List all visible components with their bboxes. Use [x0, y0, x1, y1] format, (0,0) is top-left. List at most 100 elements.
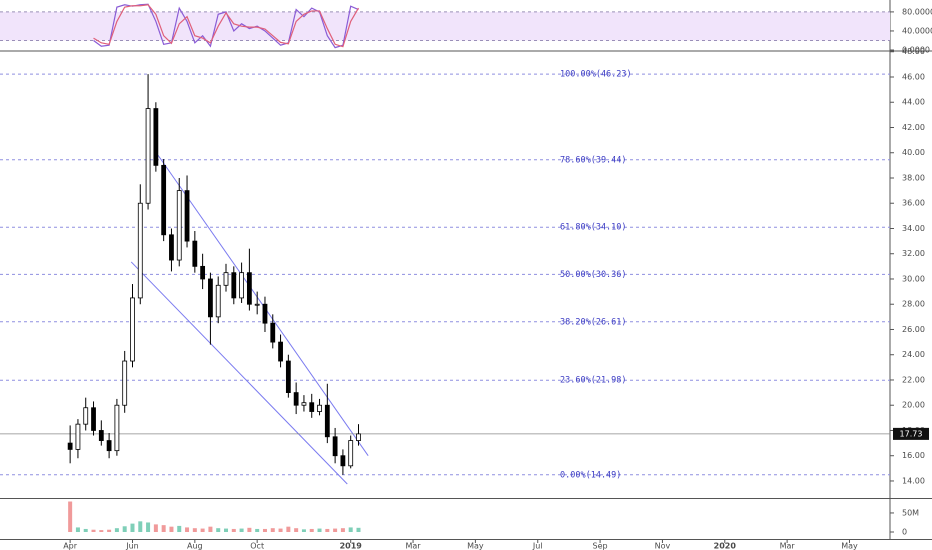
y-tick-label: 16.00	[902, 451, 925, 460]
candle-body	[91, 407, 96, 431]
stoch-line	[93, 4, 360, 48]
volume-bar	[348, 527, 353, 532]
x-tick-label: May	[841, 542, 858, 550]
volume-bar	[262, 528, 267, 532]
y-tick-label: 24.00	[902, 350, 925, 359]
candle-body	[223, 272, 229, 286]
volume-bar	[333, 528, 338, 532]
x-tick-label: Aug	[187, 542, 203, 550]
volume-bar	[146, 522, 151, 532]
candle-body	[200, 265, 206, 280]
y-tick-label: 40.00	[902, 148, 925, 157]
x-tick-label: Jun	[125, 542, 139, 550]
candle-body	[215, 284, 221, 318]
volume-bar	[177, 525, 182, 532]
candle-body	[208, 278, 213, 318]
stoch-band	[0, 11, 890, 41]
candle-body	[254, 303, 260, 306]
volume-bar	[255, 528, 260, 532]
fib-label: 100.00%(46.23)	[560, 70, 632, 80]
x-tick-label: Nov	[655, 542, 671, 550]
candle-body	[340, 455, 346, 467]
candle-body	[145, 108, 151, 204]
stoch-tick-label: 80.0000	[902, 7, 932, 16]
fib-label: 61.80%(34.10)	[560, 223, 627, 233]
candle-body	[301, 402, 307, 406]
candle-body	[114, 404, 120, 452]
y-tick-label: 20.00	[902, 401, 925, 410]
x-tick-label: Mar	[780, 542, 796, 550]
y-tick-label: 46.00	[902, 72, 925, 81]
candle-body	[324, 404, 330, 438]
volume-bar	[122, 526, 127, 532]
y-tick-label: 38.00	[902, 173, 925, 182]
volume-bar	[317, 528, 322, 532]
volume-bar	[75, 527, 80, 532]
volume-bar	[130, 523, 135, 532]
volume-bar	[138, 521, 143, 532]
candle-body	[184, 190, 190, 242]
volume-bar	[231, 528, 236, 532]
candle-body	[192, 240, 198, 267]
volume-bar	[169, 526, 174, 532]
x-tick-label: 2019	[340, 542, 363, 550]
volume-tick-label: 50M	[902, 508, 919, 517]
candle-body	[270, 322, 276, 343]
candle-body	[239, 272, 244, 299]
fib-label: 50.00%(30.36)	[560, 270, 627, 280]
volume-bar	[325, 528, 330, 532]
volume-bar	[91, 529, 96, 532]
fib-label: 38.20%(26.61)	[560, 317, 627, 327]
x-tick-label: Mar	[406, 542, 422, 550]
volume-bar	[270, 528, 275, 532]
candle-body	[75, 423, 81, 450]
volume-bar	[301, 529, 306, 532]
candle-body	[309, 402, 315, 412]
fib-label: 78.60%(39.44)	[560, 155, 627, 165]
channel-line	[130, 261, 348, 485]
x-tick-label: May	[467, 542, 484, 550]
x-tick-label: Jul	[532, 542, 543, 550]
volume-bar	[83, 528, 88, 532]
volume-bar	[286, 526, 291, 532]
volume-bar	[247, 527, 252, 532]
volume-bar	[68, 501, 73, 532]
candle-body	[278, 341, 283, 362]
volume-bar	[239, 528, 244, 532]
volume-bar	[356, 527, 361, 532]
candle-body	[130, 297, 135, 362]
volume-bar	[153, 524, 158, 532]
volume-bar	[224, 528, 229, 532]
last-price-box	[893, 427, 929, 440]
stoch-tick-label: 0.0000	[902, 46, 930, 55]
x-tick-label: Sep	[593, 542, 608, 550]
y-tick-label: 36.00	[902, 199, 925, 208]
y-tick-label: 22.00	[902, 375, 925, 384]
candle-body	[332, 436, 338, 457]
candle-body	[106, 440, 112, 452]
y-tick-label: 26.00	[902, 325, 925, 334]
y-tick-label: 48.00	[902, 47, 925, 56]
y-tick-label: 14.00	[902, 476, 925, 485]
candle-body	[293, 392, 299, 406]
stoch-tick-label: 40.0000	[902, 26, 932, 35]
candle-body	[176, 190, 182, 261]
candle-body	[161, 164, 167, 236]
volume-bar	[161, 525, 166, 532]
volume-bar	[185, 527, 190, 532]
last-price-label: 17.73	[900, 429, 923, 438]
fib-label: 23.60%(21.98)	[560, 376, 627, 386]
x-tick-label: Oct	[250, 542, 264, 550]
volume-bar	[192, 528, 197, 532]
candle-body	[137, 202, 143, 299]
fib-label: 0.00%(14.49)	[560, 470, 621, 480]
volume-bar	[200, 528, 205, 532]
x-tick-label: Apr	[63, 542, 78, 550]
candle-body	[83, 407, 89, 425]
volume-bar	[99, 530, 104, 532]
volume-tick-label: 0	[902, 528, 907, 537]
candle-body	[356, 433, 361, 441]
candle-body	[153, 108, 159, 166]
candle-body	[98, 430, 104, 441]
